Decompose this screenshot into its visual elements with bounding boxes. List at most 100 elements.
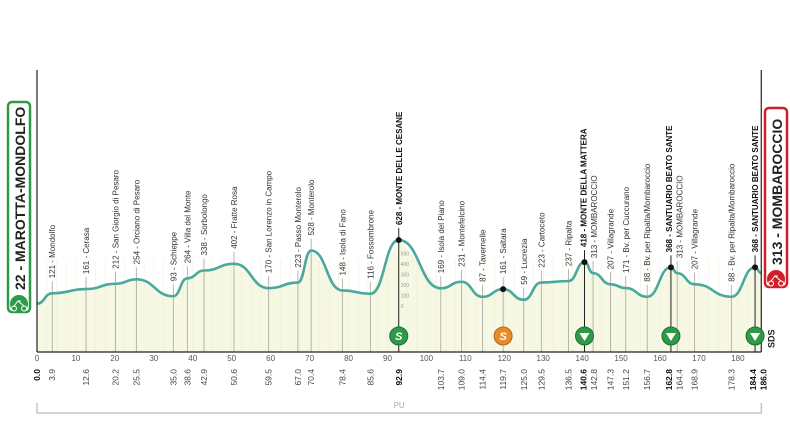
km-label: 38.6	[182, 369, 192, 386]
km-label: 109.0	[456, 369, 466, 391]
waypoint-label: 402 - Fratte Rosa	[230, 186, 239, 249]
elevation-tick-label: 100	[401, 294, 410, 300]
side-label: SDS	[766, 329, 776, 348]
sprint-icon-letter: S	[499, 331, 507, 343]
km-label: 184.4	[748, 369, 758, 391]
waypoint-label: 254 - Orciano di Pesaro	[132, 179, 141, 264]
x-tick-label: 170	[692, 354, 706, 363]
x-tick-label: 140	[575, 354, 589, 363]
waypoint-label: 59 - Lucrezia	[520, 238, 529, 285]
kom-icon-letter: S	[395, 331, 403, 343]
summit-dot	[395, 237, 402, 244]
finish-label: 313 - MOMBAROCCIO	[769, 119, 785, 265]
km-label: 178.3	[726, 369, 736, 391]
km-label: 70.4	[306, 369, 316, 386]
waypoint-label: 223 - Passo Monterolo	[294, 187, 303, 268]
km-label: 147.3	[606, 369, 616, 391]
waypoint-label: 93 - Schieppe	[169, 231, 178, 281]
km-label: 129.5	[536, 369, 546, 391]
km-label: 42.9	[199, 369, 209, 386]
x-tick-label: 110	[459, 354, 472, 363]
km-label: 85.6	[365, 369, 375, 386]
elevation-tick-label: 200	[401, 283, 410, 289]
waypoint-label: 116 - Fossombrone	[366, 209, 375, 278]
x-tick-label: 160	[653, 354, 667, 363]
km-label: 50.6	[229, 369, 239, 386]
waypoint-label: 121 - Mondolfo	[48, 224, 57, 278]
finish-bike-glyph	[768, 275, 785, 287]
start-bike-glyph	[11, 300, 28, 312]
waypoint-label: 207 - Villagrande	[607, 208, 616, 269]
x-tick-label: 150	[614, 354, 628, 363]
x-tick-label: 120	[498, 354, 512, 363]
km-label: 114.4	[477, 369, 487, 390]
waypoint-label: 313 - MOMBAROCCIO	[675, 175, 684, 258]
x-tick-label: 90	[383, 354, 392, 363]
x-tick-label: 10	[71, 354, 80, 363]
waypoint-label: 212 - San Giorgio di Pesaro	[112, 169, 121, 268]
elevation-tick-label: 400	[401, 262, 410, 268]
waypoint-label: 148 - Isola di Fano	[338, 209, 347, 276]
start-bike-icon	[10, 295, 28, 313]
km-label: 59.5	[264, 369, 274, 386]
province-label: PU	[394, 401, 405, 410]
summit-dot	[667, 264, 674, 271]
elevation-tick-label: 0	[401, 304, 404, 310]
x-tick-label: 130	[537, 354, 551, 363]
province-bracket	[36, 403, 762, 414]
x-tick-label: 70	[305, 354, 314, 363]
km-label: 78.4	[337, 369, 347, 386]
profile-line	[36, 238, 762, 305]
waypoint-label: 170 - San Lorenzo in Campo	[265, 170, 274, 273]
waypoint-label: 88 - Bv. per Ripalta/Mombaroccio	[643, 163, 652, 282]
km-label: 103.7	[436, 369, 446, 391]
start-label: 22 - MAROTTA-MONDOLFO	[12, 107, 28, 290]
km-label: 12.6	[81, 369, 91, 386]
x-tick-label: 40	[188, 354, 197, 363]
km-label: 67.0	[293, 369, 303, 386]
finish-bike-icon	[767, 270, 785, 288]
km-label: 0.0	[32, 369, 42, 381]
waypoint-label: 231 - Montefelcino	[457, 200, 466, 266]
waypoint-label: 528 - Monterolo	[307, 179, 316, 236]
km-label: 156.7	[642, 369, 652, 391]
waypoint-label: 223 - Cartoceto	[537, 212, 546, 268]
kom-triangle-icon	[750, 333, 761, 341]
km-label: 142.8	[589, 369, 599, 391]
km-label: 151.2	[621, 369, 631, 391]
summit-dot	[581, 259, 588, 266]
waypoint-label: 418 - MONTE DELLA MATTERA	[580, 128, 589, 247]
kom-triangle-icon	[665, 333, 676, 341]
x-tick-label: 20	[110, 354, 119, 363]
waypoint-label: 264 - Villa del Monte	[183, 190, 192, 263]
waypoint-label: 368 - SANTUARIO BEATO SANTE	[665, 125, 674, 252]
x-tick-label: 60	[266, 354, 275, 363]
waypoint-label: 313 - MOMBAROCCIO	[590, 175, 599, 258]
x-tick-label: 180	[731, 354, 745, 363]
elevation-tick-label: 300	[401, 273, 410, 279]
elevation-tick-label: 500	[401, 252, 410, 258]
kom-triangle-icon	[579, 333, 590, 341]
km-label: 162.8	[664, 369, 674, 391]
km-label: 35.0	[168, 369, 178, 386]
waypoint-label: 171 - Bv. per Cuccurano	[622, 186, 631, 273]
km-label: 119.7	[498, 369, 508, 390]
km-label: 125.0	[519, 369, 529, 391]
km-label: 3.9	[47, 369, 57, 381]
waypoint-label: 161 - Cerasa	[82, 227, 91, 274]
waypoint-label: 338 - Sorbolongo	[200, 194, 209, 256]
waypoint-label: 88 - Bv. per Ripalta/Mombaroccio	[727, 163, 736, 282]
km-label: 20.2	[111, 369, 121, 386]
waypoint-label: 87 - Tavernelle	[478, 229, 487, 282]
km-label: 168.9	[690, 369, 700, 391]
x-tick-label: 50	[227, 354, 236, 363]
km-label: 92.9	[394, 369, 404, 386]
waypoint-label: 207 - Villagrande	[691, 208, 700, 269]
km-label: 186.0	[758, 369, 768, 391]
km-label: 140.6	[579, 369, 589, 391]
waypoint-label: 368 - SANTUARIO BEATO SANTE	[751, 125, 760, 252]
waypoint-label: 628 - MONTE DELLE CESANE	[395, 111, 404, 225]
waypoint-label: 237 - Ripalta	[565, 220, 574, 266]
x-tick-label: 0	[35, 354, 40, 363]
